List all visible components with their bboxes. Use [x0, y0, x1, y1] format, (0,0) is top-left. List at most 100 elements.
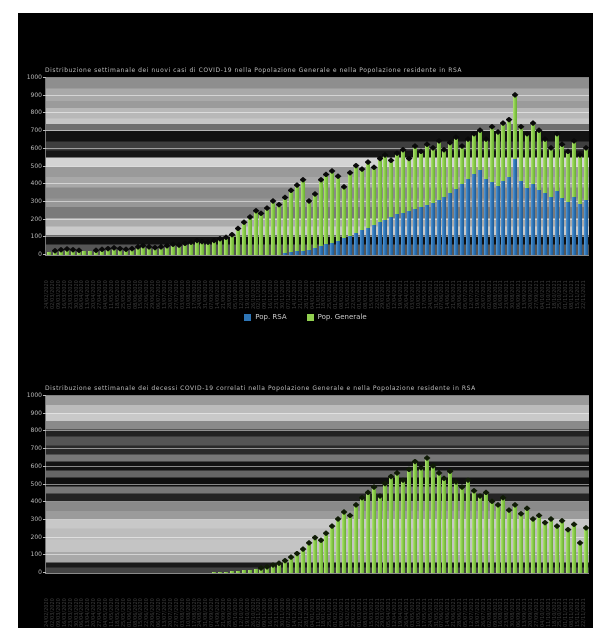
bar-segment-generale [313, 193, 317, 248]
bar-segment-generale [118, 248, 122, 255]
bar-segment-generale [236, 228, 240, 255]
bar [541, 136, 549, 255]
bar-3d-cap [69, 246, 77, 253]
bar-segment-rsa [301, 250, 305, 255]
y-tick-mark [43, 501, 46, 503]
bar-3d-cap [464, 136, 472, 143]
bar [92, 247, 100, 255]
bar-3d-cap [399, 146, 407, 153]
bar [263, 205, 271, 255]
y-tick-mark [43, 147, 46, 149]
bar [576, 152, 584, 255]
bar [236, 570, 240, 573]
bar [476, 127, 484, 255]
bar [452, 134, 460, 255]
bar-segment-generale [478, 130, 482, 171]
bar-segment-generale [242, 222, 246, 255]
y-tick-mark [43, 430, 46, 432]
y-tick-label: 400 [30, 498, 42, 506]
bar [57, 246, 65, 255]
y-tick-label: 700 [30, 445, 42, 453]
bar-segment-generale [555, 526, 559, 573]
bar-segment-rsa [555, 191, 559, 255]
bar [134, 243, 142, 255]
bar-segment-generale [324, 533, 328, 573]
bar-segment-rsa [549, 196, 553, 255]
bar-segment-generale [354, 504, 358, 573]
y-tick-label: 0 [38, 251, 42, 258]
bar-3d-cap [517, 510, 525, 517]
bar-3d-cap [122, 246, 130, 253]
bar [553, 130, 561, 255]
bar [334, 173, 342, 255]
bar-segment-generale [401, 480, 405, 573]
bar-segment-generale [295, 185, 299, 252]
bar-segment-generale [578, 155, 582, 204]
gridline [46, 112, 589, 114]
bar [334, 516, 342, 573]
bar [576, 539, 584, 573]
bar-3d-cap [340, 508, 348, 515]
bar-3d-cap [92, 247, 100, 254]
bar [228, 231, 236, 255]
bar-segment-generale [448, 471, 452, 573]
bar-segment-rsa [507, 177, 511, 255]
bar-segment-generale [301, 179, 305, 251]
bar-3d-cap [411, 143, 419, 150]
bar-3d-cap [187, 239, 195, 246]
bar [582, 524, 590, 573]
bar-3d-cap [458, 143, 466, 150]
bar [311, 534, 319, 573]
bar-segment-rsa [431, 202, 435, 255]
bar-segment-generale [395, 153, 399, 215]
bar [482, 489, 490, 573]
y-tick-label: 1000 [26, 392, 42, 399]
bar-3d-cap [151, 244, 159, 251]
y-tick-label: 100 [30, 551, 42, 559]
bar [494, 501, 502, 573]
bar-segment-generale [82, 251, 86, 255]
bar [523, 505, 531, 573]
bar-3d-cap [553, 130, 561, 137]
chart-top-x-labels: 24/02/2020 02/03/2020 09/03/2020 16/03/2020… [44, 258, 593, 310]
bar [517, 123, 525, 255]
bar [429, 462, 437, 573]
bar-segment-generale [47, 251, 51, 255]
gridline [46, 554, 589, 556]
bar-segment-generale [236, 570, 240, 573]
bar-3d-cap [299, 546, 307, 553]
bar-3d-cap [293, 550, 301, 557]
bar-segment-generale [265, 208, 269, 255]
bar-segment-generale [218, 571, 222, 573]
bar-3d-cap [257, 565, 265, 572]
bar-3d-cap [423, 454, 431, 461]
bar-3d-cap [193, 237, 201, 244]
bar-3d-cap [287, 554, 295, 561]
bar [82, 251, 86, 255]
bar [212, 572, 216, 573]
bar-segment-generale [218, 238, 222, 255]
bar [476, 493, 484, 573]
bar-segment-generale [389, 160, 393, 217]
bar [218, 571, 222, 573]
bar-3d-cap [322, 171, 330, 178]
y-tick-mark [43, 218, 46, 220]
bar-segment-generale [466, 139, 470, 179]
bar [139, 242, 147, 255]
bar-segment-generale [295, 553, 299, 573]
bar [163, 242, 171, 255]
bar [505, 507, 513, 573]
bar-segment-generale [177, 245, 181, 255]
gridline [46, 518, 589, 520]
y-tick-mark [43, 236, 46, 238]
y-tick-mark [43, 448, 46, 450]
bar-segment-generale [537, 515, 541, 573]
bar-segment-rsa [484, 178, 488, 255]
bar-3d-cap [128, 245, 136, 252]
bar-segment-generale [372, 167, 376, 225]
bar-3d-cap [175, 242, 183, 249]
bar-3d-cap [75, 247, 83, 254]
bar-3d-cap [482, 489, 490, 496]
bar [305, 198, 313, 255]
bar-segment-rsa [319, 246, 323, 255]
